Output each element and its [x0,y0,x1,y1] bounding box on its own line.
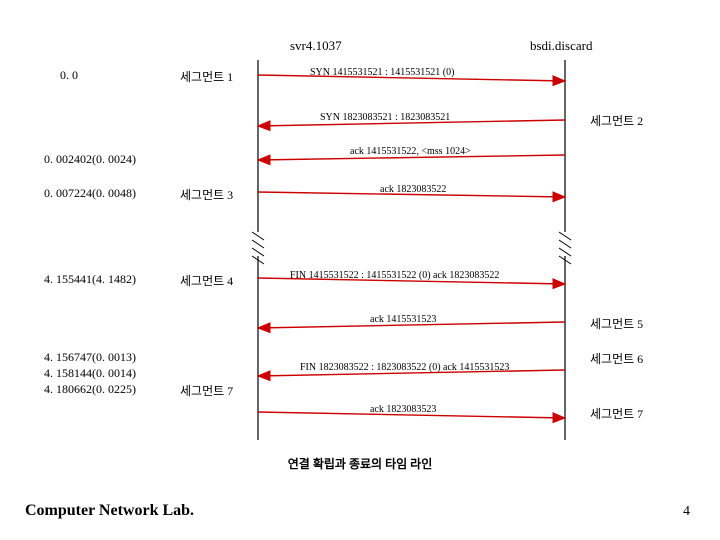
segment-4: 세그먼트 4 [180,272,233,289]
arrow-5-label: FIN 1415531522 : 1415531522 (0) ack 1823… [290,270,499,281]
timestamp-2: 0. 007224(0. 0048) [44,186,136,201]
page-number: 4 [683,504,690,520]
timestamp-6: 4. 180662(0. 0225) [44,382,136,397]
arrow-1-label: SYN 1415531521 : 1415531521 (0) [310,67,454,78]
segment-7-right: 세그먼트 7 [590,405,643,422]
segment-6: 세그먼트 6 [590,350,643,367]
footer-lab: Computer Network Lab. [25,502,194,520]
arrow-3-label: ack 1415531522, <mss 1024> [350,146,471,157]
segment-7-left: 세그먼트 7 [180,382,233,399]
arrow-6-label: ack 1415531523 [370,314,436,325]
header-left: svr4.1037 [290,38,342,54]
segment-3: 세그먼트 3 [180,186,233,203]
timestamp-0: 0. 0 [60,68,78,83]
timestamp-3: 4. 155441(4. 1482) [44,272,136,287]
arrow-8-label: ack 1823083523 [370,404,436,415]
arrow-2-label: SYN 1823083521 : 1823083521 [320,112,450,123]
segment-2: 세그먼트 2 [590,112,643,129]
segment-1: 세그먼트 1 [180,68,233,85]
timestamp-1: 0. 002402(0. 0024) [44,152,136,167]
segment-5: 세그먼트 5 [590,315,643,332]
arrow-4-label: ack 1823083522 [380,184,446,195]
diagram-caption: 연결 확립과 종료의 타임 라인 [0,455,720,472]
header-right: bsdi.discard [530,38,592,54]
timestamp-5: 4. 158144(0. 0014) [44,366,136,381]
arrow-7-label: FIN 1823083522 : 1823083522 (0) ack 1415… [300,362,509,373]
timestamp-4: 4. 156747(0. 0013) [44,350,136,365]
